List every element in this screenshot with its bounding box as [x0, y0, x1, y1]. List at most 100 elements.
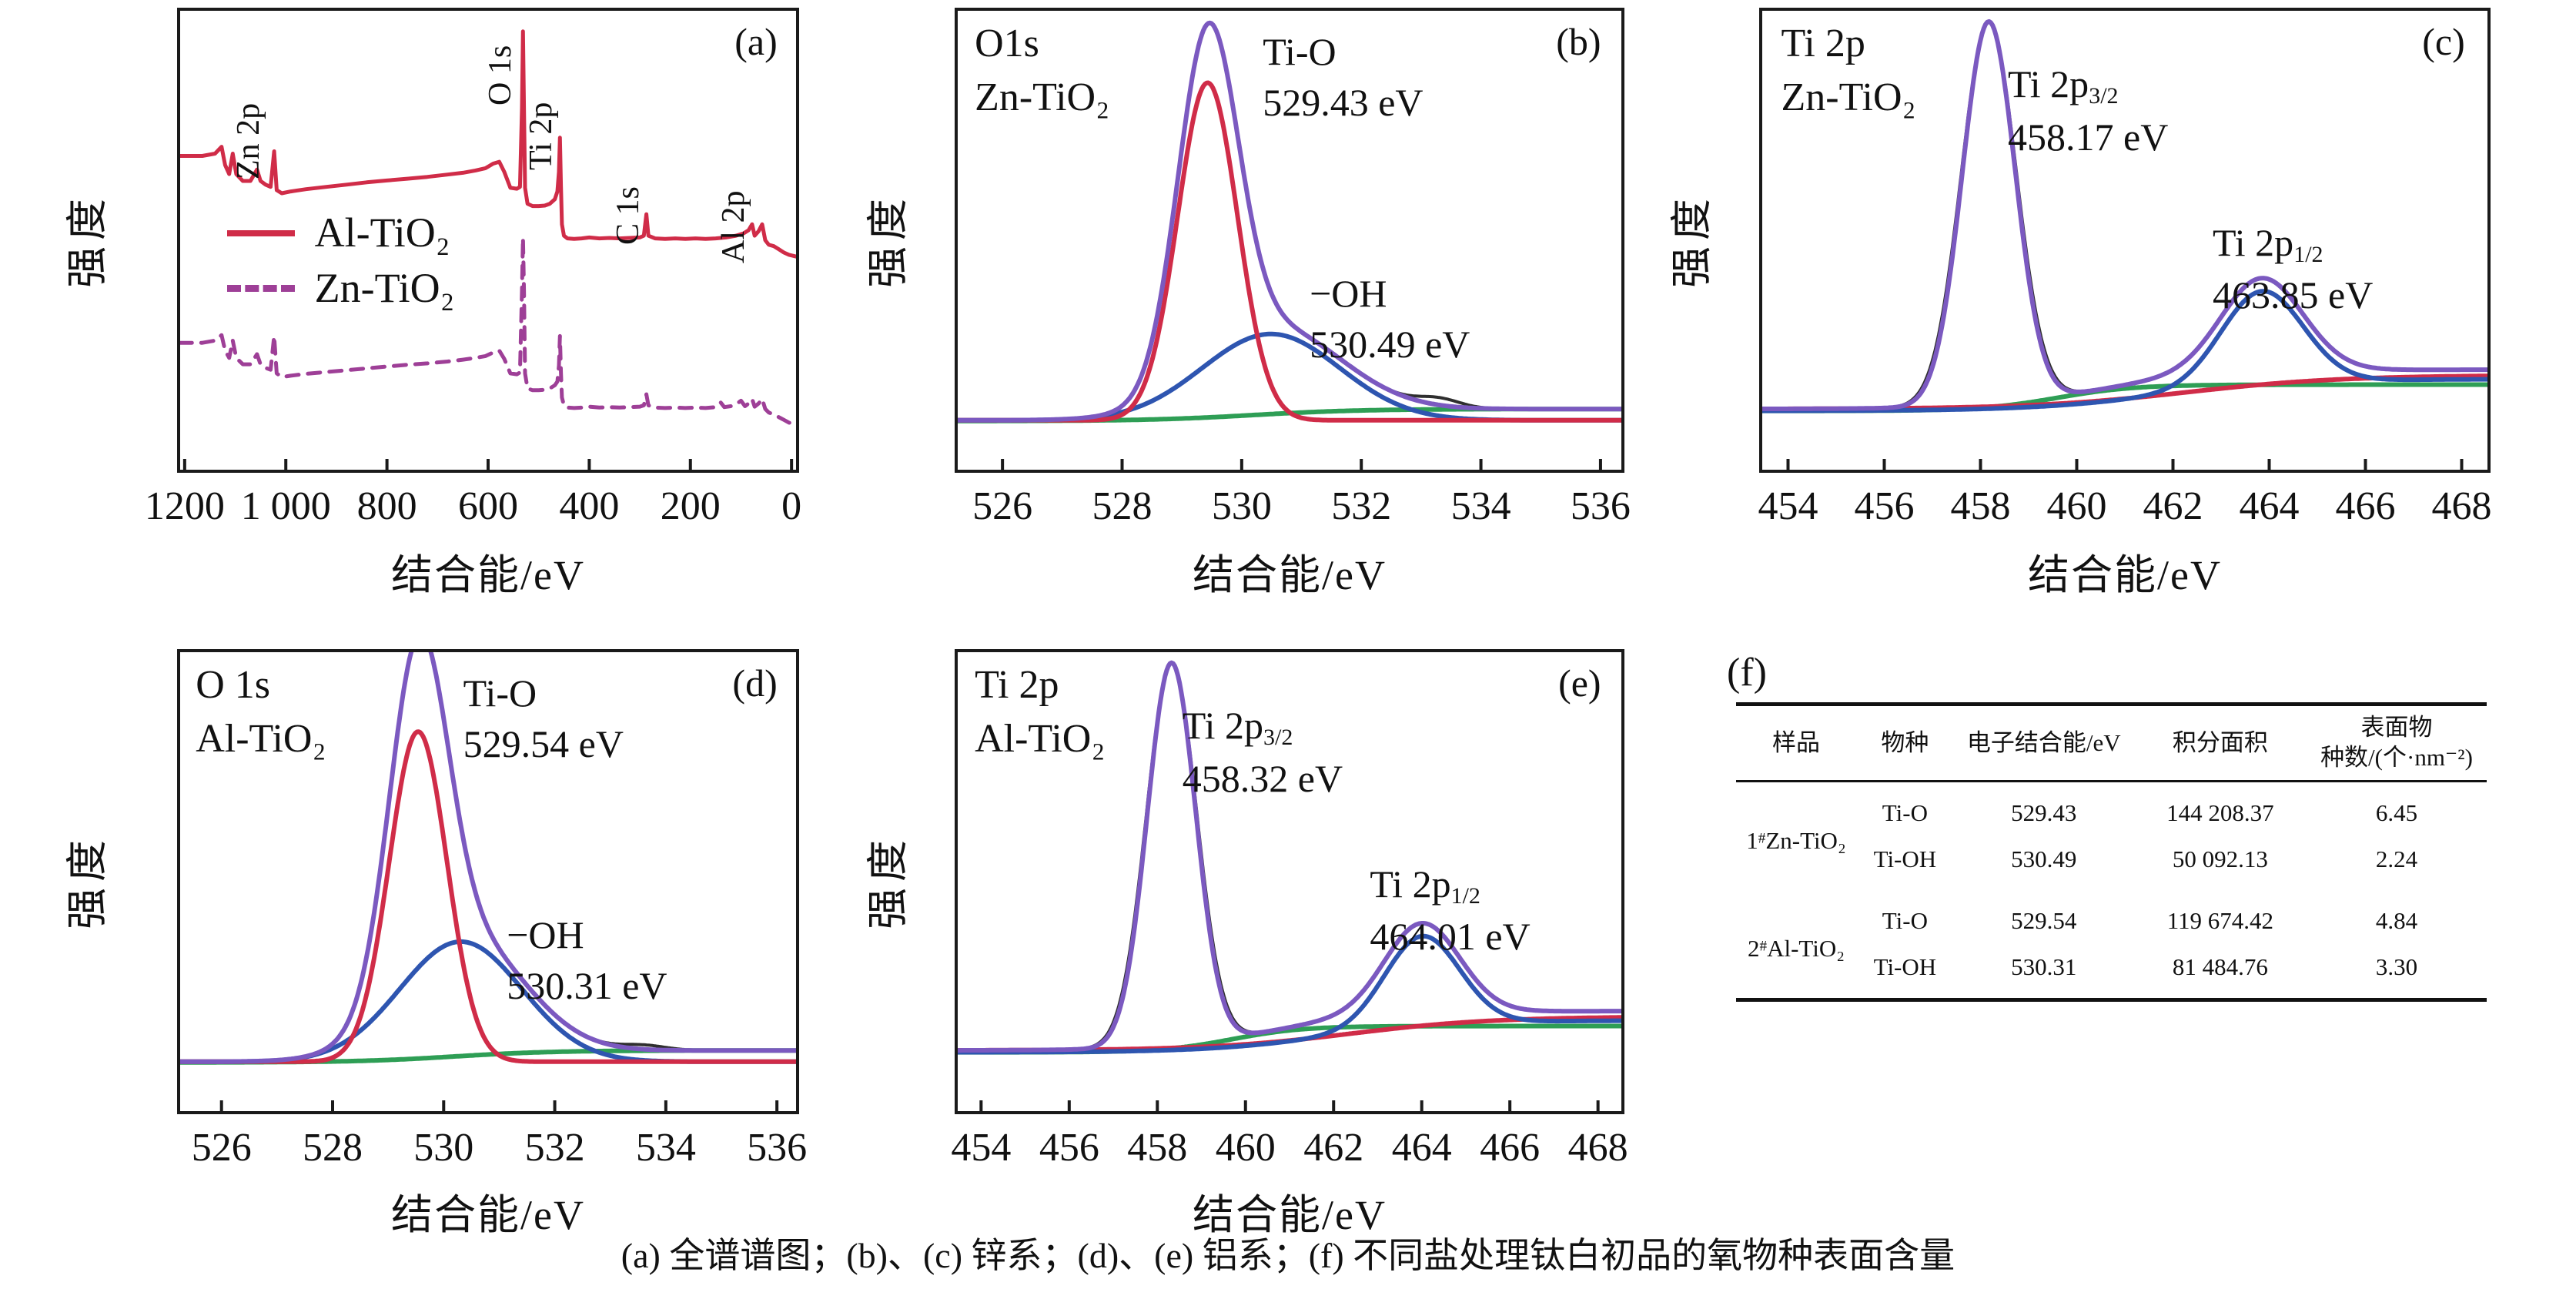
- x-tick-label: 1 000: [240, 484, 331, 528]
- x-tick-labels-a: 1200 1 000 800 600 400 200 0: [145, 484, 801, 531]
- x-tick-label: 460: [2046, 484, 2107, 528]
- plot-panel-d: O 1s Al-TiO₂ (d) Ti-O 529.54 eV −OH 530.…: [177, 649, 799, 1114]
- x-tick-label: 530: [413, 1126, 474, 1170]
- table-header-area: 积分面积: [2172, 728, 2268, 756]
- annotation-ti2p12-e: Ti 2p1/2 464.01 eV: [1370, 859, 1530, 963]
- plot-frame: [955, 649, 1624, 1114]
- x-tick-label: 532: [1331, 484, 1392, 528]
- envelope: [1759, 18, 2491, 412]
- plot-panel-b: O1s Zn-TiO₂ (b) Ti-O 529.43 eV −OH 530.4…: [955, 8, 1624, 473]
- table-cell: 529.54: [2011, 907, 2077, 934]
- plot-title-b-line2: Zn-TiO₂: [975, 75, 1110, 119]
- x-tick-label: 454: [951, 1126, 1012, 1170]
- table-row: Ti-OH 530.31 81 484.76 3.30: [1736, 953, 2487, 987]
- x-tick-label: 456: [1854, 484, 1915, 528]
- table-rule-top: [1736, 702, 2487, 706]
- plot-title-c: Ti 2p Zn-TiO₂: [1781, 17, 1916, 124]
- legend: Al-TiO₂ Zn-TiO₂: [226, 206, 455, 316]
- x-tick-label: 530: [1211, 484, 1272, 528]
- x-tick-label: 200: [660, 484, 721, 528]
- table-header-sample: 样品: [1772, 728, 1820, 756]
- x-tick-label: 1200: [144, 484, 225, 528]
- plot-frame: [1759, 8, 2491, 473]
- annotation-tio-d-value: 529.54 eV: [463, 722, 624, 766]
- peak-label-al2p: Al 2p: [716, 190, 752, 263]
- table-cell: 3.30: [2375, 953, 2418, 980]
- annotation-ti2p32-c-name: Ti 2p3/2: [2008, 62, 2119, 109]
- table-cell: Ti-O: [1882, 907, 1928, 934]
- x-tick-label: 464: [1391, 1126, 1452, 1170]
- legend-line-dashed-icon: [226, 285, 295, 293]
- annotation-ti2p32-e-name: Ti 2p3/2: [1182, 704, 1293, 751]
- x-tick-label: 400: [559, 484, 620, 528]
- tio-component: [177, 729, 799, 1064]
- x-tick-label: 534: [635, 1126, 696, 1170]
- x-axis-label-d: 结合能/eV: [391, 1192, 585, 1238]
- table-cell: 119 674.42: [2166, 907, 2274, 934]
- plot-panel-e: Ti 2p Al-TiO₂ (e) Ti 2p3/2 458.32 eV Ti …: [955, 649, 1624, 1114]
- annotation-ti2p12-c: Ti 2p1/2 463.85 eV: [2213, 217, 2373, 321]
- x-tick-label: 800: [356, 484, 417, 528]
- x-tick-label: 600: [458, 484, 518, 528]
- x-axis-label-c: 结合能/eV: [2028, 552, 2222, 598]
- table-cell: 530.49: [2011, 845, 2077, 872]
- peak-label-o1s: O 1s: [483, 45, 519, 105]
- plot-title-e: Ti 2p Al-TiO₂: [975, 658, 1105, 765]
- plot-panel-c: Ti 2p Zn-TiO₂ (c) Ti 2p3/2 458.17 eV Ti …: [1759, 8, 2491, 473]
- x-tick-label: 468: [2431, 484, 2492, 528]
- surface-species-table: (f) 样品 物种 电子结合能/eV 积分面积 表面物 种数/(个·nm⁻²) …: [1727, 647, 2487, 1016]
- annotation-ti2p12-e-value: 464.01 eV: [1370, 915, 1531, 959]
- y-axis-label-e: 强度: [865, 834, 912, 929]
- y-axis-label-d: 强度: [64, 834, 111, 929]
- x-tick-label: 454: [1758, 484, 1818, 528]
- annotation-tio-b-value: 529.43 eV: [1263, 81, 1423, 125]
- x-tick-label: 466: [1480, 1126, 1541, 1170]
- y-axis-label-a: 强度: [64, 193, 111, 288]
- table-header-species: 物种: [1881, 728, 1929, 756]
- x-tick-labels-c: 454 456 458 460 462 464 466 468: [1758, 484, 2492, 531]
- x-tick-label: 456: [1039, 1126, 1099, 1170]
- annotation-tio-b: Ti-O 529.43 eV: [1263, 26, 1423, 128]
- plot-title-e-line2: Al-TiO₂: [975, 716, 1106, 761]
- annotation-ti2p12-c-name: Ti 2p1/2: [2213, 220, 2323, 267]
- plot-title-b-line1: O1s: [975, 22, 1039, 66]
- y-axis-label-b: 强度: [865, 193, 912, 288]
- plot-title-d-line2: Al-TiO₂: [196, 716, 326, 761]
- annotation-tio-b-name: Ti-O: [1263, 30, 1337, 74]
- legend-item-al: Al-TiO₂: [226, 206, 455, 261]
- plot-frame: [955, 8, 1624, 473]
- peak-label-ti2p: Ti 2p: [523, 102, 559, 171]
- x-tick-labels-b: 526 528 530 532 534 536: [955, 484, 1631, 531]
- ti2p-zn-plot: [1759, 8, 2491, 473]
- annotation-oh-b-value: 530.49 eV: [1310, 323, 1470, 367]
- figure-caption: (a) 全谱谱图；(b)、(c) 锌系；(d)、(e) 铝系；(f) 不同盐处理…: [621, 1236, 1955, 1275]
- x-tick-label: 536: [1570, 484, 1631, 528]
- plot-frame: [177, 649, 799, 1114]
- x-axis-label-a: 结合能/eV: [391, 552, 585, 598]
- annotation-tio-d: Ti-O 529.54 eV: [463, 668, 624, 769]
- background-component: [955, 1015, 1624, 1053]
- table-cell: 530.31: [2011, 953, 2077, 980]
- table-sample-al: 2#Al-TiO₂: [1747, 935, 1845, 962]
- panel-label-f: (f): [1727, 651, 1767, 695]
- annotation-oh-b: −OH 530.49 eV: [1310, 268, 1470, 370]
- zn-tio2-survey: [177, 236, 799, 427]
- x-tick-label: 528: [303, 1126, 363, 1170]
- legend-item-zn: Zn-TiO₂: [226, 261, 455, 316]
- panel-label-a: (a): [734, 20, 778, 64]
- annotation-ti2p32-c-value: 458.17 eV: [2008, 115, 2169, 159]
- y-axis-label-c: 强度: [1668, 193, 1715, 288]
- table-cell: Ti-OH: [1873, 953, 1937, 980]
- x-tick-label: 468: [1567, 1126, 1628, 1170]
- plot-title-c-line1: Ti 2p: [1781, 22, 1865, 66]
- table-rule-header: [1736, 780, 2487, 782]
- annotation-ti2p12-c-value: 463.85 eV: [2213, 273, 2374, 317]
- plot-title-b: O1s Zn-TiO₂: [975, 17, 1109, 124]
- x-tick-labels-e: 454 456 458 460 462 464 466 468: [951, 1125, 1628, 1173]
- annotation-oh-d-name: −OH: [507, 913, 584, 957]
- table-cell: 529.43: [2011, 799, 2077, 826]
- plot-title-c-line2: Zn-TiO₂: [1781, 75, 1916, 119]
- tio-component: [955, 80, 1624, 423]
- annotation-oh-b-name: −OH: [1310, 272, 1387, 316]
- annotation-ti2p32-c: Ti 2p3/2 458.17 eV: [2008, 59, 2168, 162]
